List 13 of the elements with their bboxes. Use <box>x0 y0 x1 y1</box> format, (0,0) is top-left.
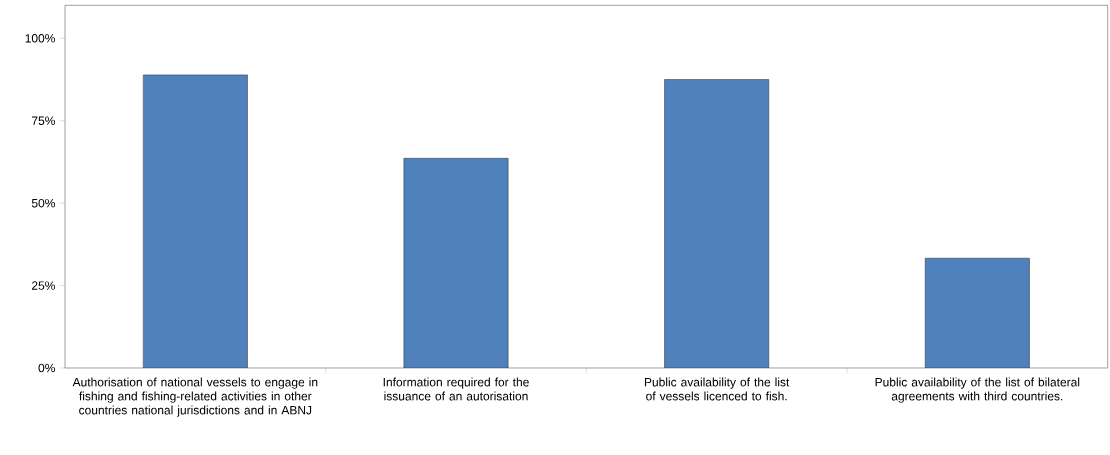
bar <box>142 74 248 368</box>
x-tick-label: Information required for the issuance of an autorisation <box>383 377 529 401</box>
y-tick-label: 75% <box>32 116 55 125</box>
bar <box>664 79 770 368</box>
x-tick-label: Authorisation of national vessels to engage in fishing and fishing-related activities in other countries national jurisdictions and in ABNJ <box>72 377 318 417</box>
x-tick-label: Public availability of the list of bilateral agreements with third countries. <box>875 377 1080 403</box>
y-tick-label: 50% <box>31 198 55 208</box>
x-tick-label: Public availability of the list of vessels licenced to fish. <box>644 377 790 401</box>
y-tick-label: 100% <box>25 34 55 43</box>
bar <box>924 257 1030 368</box>
bar <box>403 158 509 368</box>
y-tick-label: 0% <box>38 363 55 373</box>
y-tick-label: 25% <box>32 281 55 290</box>
